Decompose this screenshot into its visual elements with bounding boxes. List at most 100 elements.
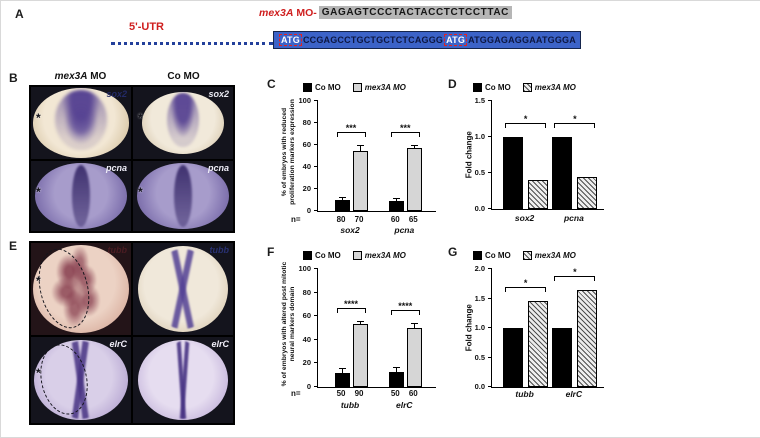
x-category-label: pcna <box>394 225 415 235</box>
asterisk-annotation: * <box>36 184 41 199</box>
legend-swatch <box>352 83 362 92</box>
legend-item: Co MO <box>473 251 511 260</box>
significance-stars: * <box>573 266 577 277</box>
n-value: 50 <box>336 389 346 398</box>
error-bar <box>360 322 362 325</box>
bar-mex3a-mo-tubb <box>528 301 549 387</box>
legend-item: mex3A MO <box>522 83 576 92</box>
asterisk-annotation: * <box>36 366 41 381</box>
embryo-image-grid: * tubb tubb * elrC elrC <box>29 241 235 425</box>
y-tick-mark <box>314 362 318 364</box>
marker-label: pcna <box>207 163 229 173</box>
error-bar <box>414 146 416 149</box>
y-tick-mark <box>314 188 318 189</box>
legend-item: mex3A MO <box>352 83 406 92</box>
plot-area: 0.0 0.5 1.0 1.5 * * <box>475 96 604 213</box>
expression-stain <box>167 92 199 148</box>
legend-swatch <box>352 251 362 260</box>
bar-co-mo-sox2 <box>503 137 524 209</box>
n-value: 50 <box>390 389 400 398</box>
panel-label-g: G <box>448 245 458 259</box>
bar-co-mo-pcna <box>388 201 404 211</box>
y-tick-label: 60 <box>302 140 311 149</box>
legend-label: Co MO <box>485 83 511 92</box>
column-header-co-mo: Co MO <box>167 71 200 82</box>
legend-label: Co MO <box>485 251 511 260</box>
y-tick-label: 1.5 <box>474 96 485 105</box>
bar-co-mo-elrC <box>552 328 573 387</box>
significance-stars: * <box>523 278 528 289</box>
significance-stars: **** <box>398 301 413 312</box>
significance-bracket <box>390 310 420 316</box>
x-category-label: sox2 <box>340 225 360 235</box>
y-tick-mark <box>314 166 318 167</box>
significance-bracket <box>554 275 596 281</box>
legend-swatch <box>522 251 532 260</box>
y-tick-label: 80 <box>302 118 311 127</box>
y-tick-mark <box>488 208 492 209</box>
y-tick-label: 80 <box>302 287 311 297</box>
n-value: 90 <box>354 389 364 398</box>
legend-item: mex3A MO <box>522 251 576 260</box>
y-tick-mark <box>314 338 318 340</box>
bar-mex3a-mo-elrC <box>577 289 598 387</box>
legend-item: Co MO <box>303 83 341 92</box>
y-tick-mark <box>488 268 492 269</box>
legend-label: mex3A MO <box>364 83 406 92</box>
error-bar-cap <box>339 196 347 198</box>
marker-label: tubb <box>107 245 128 255</box>
error-bar <box>342 369 344 373</box>
expression-stain <box>174 165 192 227</box>
bar-mex3a-mo-sox2 <box>352 150 368 211</box>
legend-swatch <box>522 83 532 92</box>
bar-mex3a-mo-elrC <box>406 328 422 387</box>
start-codon-2: ATG <box>444 34 468 46</box>
bar-mex3a-mo-tubb <box>352 324 368 387</box>
panel-label-b: B <box>9 71 18 85</box>
x-category-label: tubb <box>515 389 534 399</box>
start-codon-1: ATG <box>279 34 302 46</box>
panel-label-e: E <box>9 239 18 253</box>
error-bar-cap <box>411 323 419 325</box>
error-bar <box>342 197 344 200</box>
legend-item: mex3A MO <box>352 251 406 260</box>
column-headers: mex3A MO Co MO <box>29 71 235 82</box>
y-tick-label: 0.0 <box>474 204 485 213</box>
panel-e-images: * tubb tubb * elrC elrC <box>29 241 235 425</box>
significance-stars: **** <box>344 299 359 310</box>
panel-label-a: A <box>15 7 24 21</box>
embryo-image-co-mo-elrc: elrC <box>133 337 233 423</box>
y-tick-mark <box>314 210 318 211</box>
significance-bracket <box>336 308 366 314</box>
y-tick-label: 1.0 <box>474 132 485 141</box>
chart-legend: Co MO mex3A MO <box>473 251 576 260</box>
y-tick-mark <box>488 386 492 387</box>
y-tick-label: 40 <box>302 334 311 344</box>
asterisk-annotation: * <box>138 111 143 126</box>
y-tick-label: 100 <box>298 264 311 273</box>
error-bar <box>414 324 416 328</box>
expression-stain <box>55 89 107 151</box>
expression-stain <box>47 246 113 330</box>
panel-g-bar-chart: Co MO mex3A MO Fold change 0.0 0.5 1.0 1.5 2.… <box>463 247 613 417</box>
y-tick-label: 0.0 <box>474 382 485 391</box>
legend-swatch <box>303 251 312 260</box>
y-tick-label: 0 <box>306 382 311 391</box>
y-tick-label: 100 <box>298 96 311 105</box>
marker-label: elrC <box>211 339 229 349</box>
expression-stain <box>163 341 203 419</box>
legend-label: mex3A MO <box>534 83 576 92</box>
y-tick-label: 0.5 <box>474 168 485 177</box>
cds-sequence-box: ATG CCGAGCCTGCTGCTCTCAGGG ATG ATGGAGAGGAATG… <box>273 31 581 49</box>
marker-label: sox2 <box>208 89 229 99</box>
panel-label-c: C <box>267 77 276 91</box>
plot-area: 0 20 40 60 80 100 **** **** <box>298 264 436 391</box>
asterisk-annotation: * <box>36 111 41 126</box>
y-tick-mark <box>314 100 318 101</box>
n-value: 65 <box>408 215 418 224</box>
marker-label: pcna <box>105 163 127 173</box>
n-value: 80 <box>336 215 346 224</box>
y-tick-label: 40 <box>302 162 311 171</box>
y-axis: 0.0 0.5 1.0 1.5 2.0 <box>458 264 492 391</box>
embryo-image-co-mo-pcna: * pcna <box>133 161 233 231</box>
